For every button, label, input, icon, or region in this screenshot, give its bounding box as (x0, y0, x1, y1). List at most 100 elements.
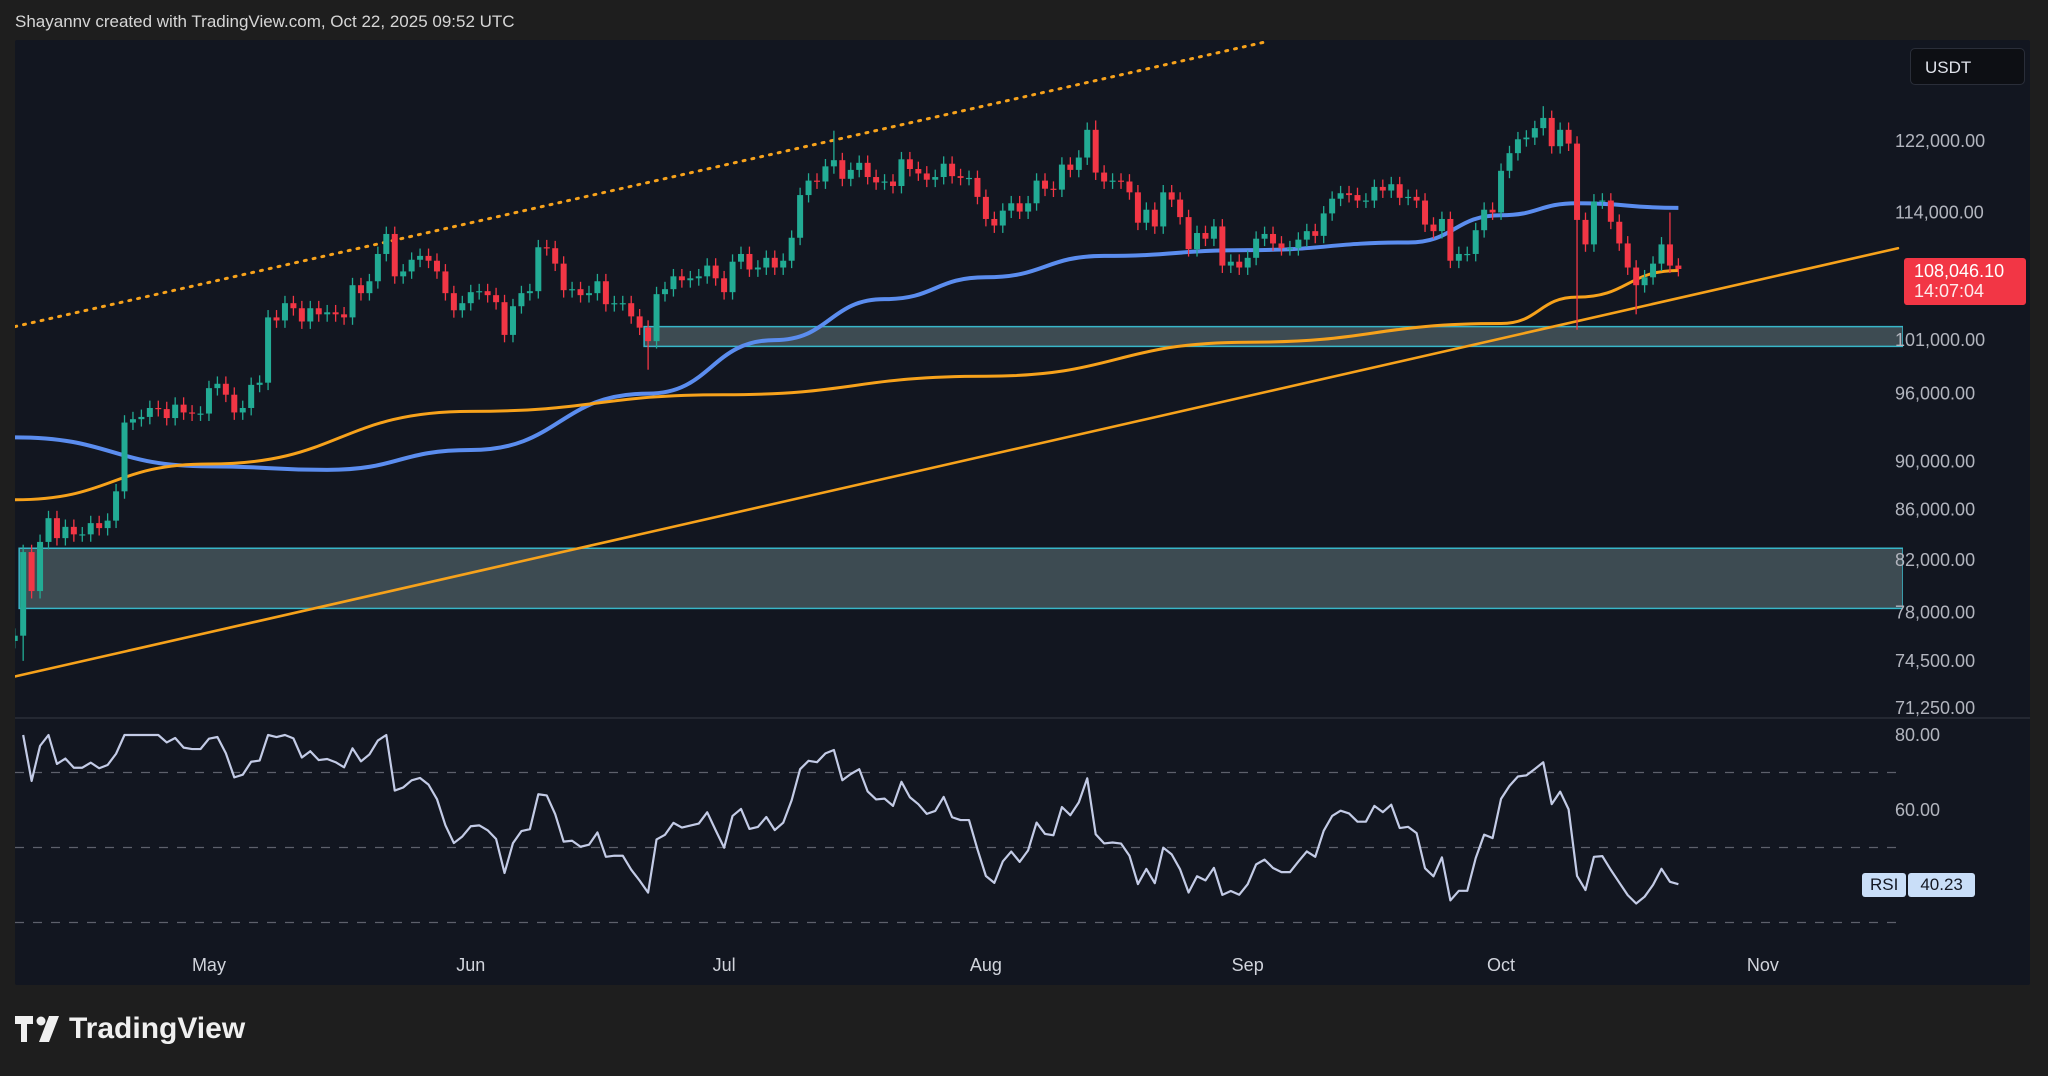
moving-average-line (15, 268, 1679, 502)
candle-body (1658, 244, 1665, 264)
candle (1042, 173, 1049, 197)
candle (687, 270, 694, 288)
candle-body (248, 384, 255, 408)
candle (332, 304, 339, 322)
candle (915, 161, 922, 181)
candle (1067, 157, 1074, 178)
candle (1396, 176, 1403, 206)
candle-body (982, 196, 989, 219)
candle (239, 400, 246, 420)
candle (1320, 206, 1327, 244)
candle-body (881, 181, 888, 183)
candle-body (197, 413, 204, 415)
candle (619, 295, 626, 311)
candle (678, 268, 685, 288)
candle-body (1599, 200, 1606, 202)
candle-body (509, 306, 516, 335)
candle (1388, 176, 1395, 198)
candle-body (721, 278, 728, 293)
candle-body (1557, 129, 1564, 147)
candle (1472, 222, 1479, 262)
candle (1202, 225, 1209, 247)
candle (636, 309, 643, 336)
candle (341, 306, 348, 325)
candle-body (890, 181, 897, 187)
candle-body (383, 233, 390, 254)
candle-body (569, 289, 576, 291)
candle (172, 397, 179, 426)
candle-body (1042, 180, 1049, 189)
candle (594, 273, 601, 301)
candle (1286, 240, 1293, 256)
candle (357, 277, 364, 301)
tradingview-logo[interactable]: TradingView (15, 1012, 245, 1046)
candle (991, 211, 998, 233)
candle (222, 376, 229, 403)
candle-body (1413, 196, 1420, 201)
candle (298, 300, 305, 329)
candle-body (1650, 263, 1657, 278)
candle-body (298, 308, 305, 322)
candle (1025, 195, 1032, 219)
candle-body (281, 303, 288, 321)
candle-body (737, 253, 744, 262)
candle-body (1346, 193, 1353, 196)
candle (383, 226, 390, 262)
candle-body (96, 523, 103, 529)
candle (628, 295, 635, 324)
candle-body (1362, 200, 1369, 202)
candle-body (450, 293, 457, 311)
candle (552, 240, 559, 272)
candle (45, 510, 52, 550)
candle-body (602, 281, 609, 305)
candle-body (1481, 209, 1488, 231)
candle-body (1058, 164, 1065, 190)
candle-body (357, 285, 364, 294)
candle-body (20, 552, 27, 636)
candle (881, 174, 888, 190)
candle-body (501, 302, 508, 335)
candle-body (1405, 196, 1412, 199)
candle-body (256, 382, 263, 385)
candle-body (729, 261, 736, 293)
candle-body (53, 518, 60, 539)
candle (890, 174, 897, 194)
candle-body (1590, 201, 1597, 245)
price-chart[interactable]: 122,000.00 114,000.00 101,000.00 96,000.00 9… (15, 40, 2030, 985)
candle (324, 304, 331, 322)
candle (366, 273, 373, 301)
candle (1278, 236, 1285, 256)
candle (923, 166, 930, 188)
candle (1489, 202, 1496, 220)
candle (1008, 195, 1015, 219)
candle-body (619, 303, 626, 305)
candle-body (1236, 261, 1243, 268)
candle-body (1295, 239, 1302, 249)
price-axis-label: 122,000.00 (1895, 131, 1985, 151)
candle-body (1143, 209, 1150, 223)
candle-body (1194, 233, 1201, 250)
currency-selector[interactable]: USDT (1910, 48, 2025, 85)
candle-body (645, 327, 652, 342)
candle (1362, 193, 1369, 208)
candle (1033, 173, 1040, 211)
candle (1506, 145, 1513, 179)
candle (1050, 181, 1057, 198)
candle-body (374, 253, 381, 282)
candle-body (222, 383, 229, 395)
candle-body (1523, 137, 1530, 140)
candle (450, 285, 457, 318)
candle (290, 295, 297, 316)
candle-body (1582, 219, 1589, 245)
chart-panel[interactable]: 122,000.00 114,000.00 101,000.00 96,000.00 9… (15, 40, 2030, 985)
candle (856, 155, 863, 178)
candle-body (425, 255, 432, 261)
candle-body (366, 281, 373, 294)
candle (484, 283, 491, 303)
candle-body (974, 177, 981, 197)
time-axis-label: Jun (456, 955, 485, 975)
candle-body (670, 276, 677, 290)
candle (518, 285, 525, 314)
candle (1126, 174, 1133, 200)
candle (1236, 254, 1243, 275)
